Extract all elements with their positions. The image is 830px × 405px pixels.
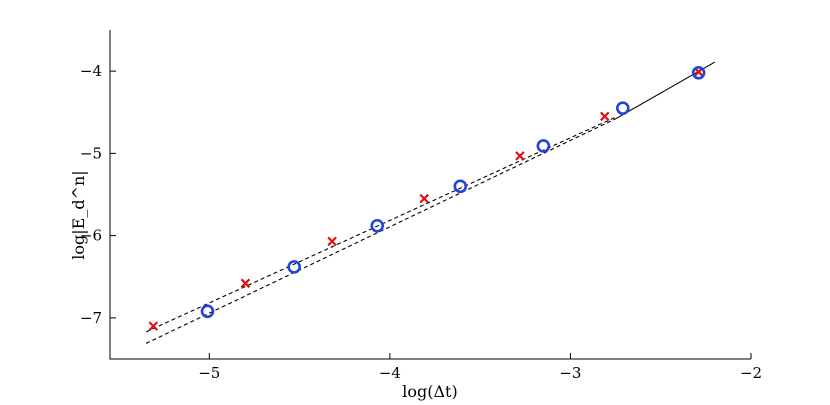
dashed-fit-line [145, 116, 616, 333]
cross-marker [599, 111, 610, 122]
circle-marker [200, 304, 215, 319]
axis-labels: log(Δt) log|E_d^n| [69, 170, 458, 401]
x-tick-label: −5 [198, 364, 220, 382]
circle-marker [370, 218, 385, 233]
cross-marker [327, 236, 337, 247]
circle-marker [453, 179, 468, 194]
cross-marker [240, 278, 251, 289]
x-tick-label: −3 [559, 364, 581, 382]
circle-marker [691, 65, 706, 80]
axis-frame [109, 30, 751, 360]
cross-marker [148, 321, 159, 331]
y-tick-label: −5 [80, 144, 102, 162]
y-axis-label: log|E_d^n| [69, 170, 88, 259]
circle-marker [615, 101, 630, 115]
axes: −5 −4 −3 −2 −7 −6 −5 −4 [80, 30, 762, 382]
data-markers [148, 65, 706, 331]
cross-marker [515, 151, 525, 161]
y-tick-label: −6 [80, 227, 102, 245]
y-tick-label: −7 [80, 309, 102, 327]
x-tick-label: −4 [379, 364, 401, 382]
x-axis-label: log(Δt) [402, 382, 457, 401]
cross-marker [419, 193, 429, 204]
circle-marker [287, 260, 301, 274]
y-tick-label: −4 [80, 62, 102, 80]
circle-marker [536, 139, 551, 153]
x-tick-label: −2 [740, 364, 762, 382]
